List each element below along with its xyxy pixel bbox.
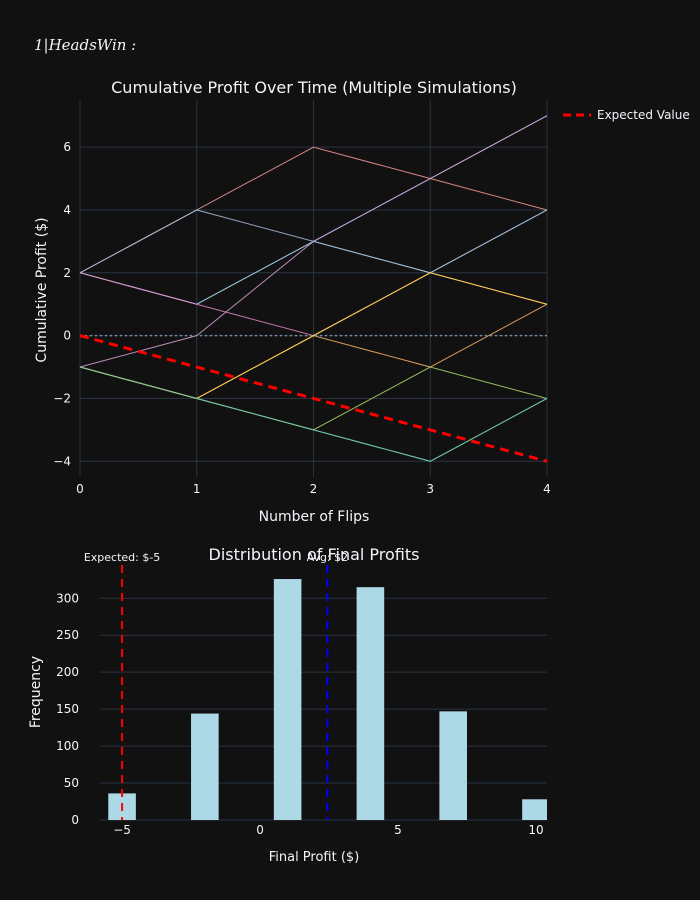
chart2-x-tick-label: −5: [113, 823, 131, 837]
reference-line-label-2: Avg: $2: [307, 551, 349, 564]
histogram-bar-5: [439, 711, 467, 820]
chart2-bars: [108, 579, 547, 820]
simulation-line-9: [79, 209, 548, 274]
chart1-y-tick-label: 6: [63, 140, 71, 154]
chart1-y-tick-label: −4: [53, 454, 71, 468]
chart1-y-tick-label: 0: [63, 329, 71, 343]
chart2-y-tick-label: 250: [56, 628, 79, 642]
chart2-y-label: Frequency: [28, 656, 44, 728]
chart1-x-label: Number of Flips: [259, 509, 370, 525]
chart2-x-tick-label: 10: [528, 823, 543, 837]
chart1-x-tick-label: 1: [193, 482, 201, 496]
histogram-bar-4: [356, 587, 385, 820]
cumulative-profit-chart: −4 −2 0 2 4 6 0 1 2 3 4 Cumulative Profit Over Ti…: [34, 78, 690, 525]
histogram-bar-2: [191, 713, 219, 820]
chart2-x-tick-label: 0: [256, 823, 264, 837]
chart2-y-tick-label: 50: [64, 776, 79, 790]
chart2-y-tick-label: 300: [56, 591, 79, 605]
chart1-gridlines: [79, 100, 548, 477]
chart1-series: [79, 115, 548, 463]
chart1-title: Cumulative Profit Over Time (Multiple Si…: [111, 78, 517, 97]
chart1-y-tick-label: 4: [63, 203, 71, 217]
chart1-x-tick-label: 2: [310, 482, 318, 496]
final-profit-histogram: Expected: $-5 Avg: $2 050100150200250300 …: [28, 545, 547, 865]
chart2-reference-lines: Expected: $-5 Avg: $2: [84, 551, 348, 820]
chart1-x-tick-label: 3: [426, 482, 434, 496]
chart2-title: Distribution of Final Profits: [209, 545, 420, 564]
chart2-y-tick-label: 0: [71, 813, 79, 827]
histogram-bar-6: [522, 799, 547, 820]
histogram-bar-3: [273, 579, 302, 820]
chart2-x-tick-label: 5: [394, 823, 402, 837]
chart2-y-tick-label: 150: [56, 702, 79, 716]
chart2-y-tick-label: 200: [56, 665, 79, 679]
chart2-x-ticks: −5 0 5 10: [113, 823, 543, 837]
chart1-y-tick-label: 2: [63, 266, 71, 280]
legend-label-expected-value: Expected Value: [597, 108, 690, 122]
header-label: 1|HeadsWin :: [34, 36, 137, 54]
chart1-x-tick-label: 4: [543, 482, 551, 496]
chart2-y-tick-label: 100: [56, 739, 79, 753]
chart1-y-label: Cumulative Profit ($): [34, 217, 50, 362]
chart1-x-tick-label: 0: [76, 482, 84, 496]
chart2-x-label: Final Profit ($): [269, 850, 360, 865]
chart1-y-tick-label: −2: [53, 391, 71, 405]
chart1-x-ticks: 0 1 2 3 4: [76, 482, 551, 496]
chart2-gridlines: [100, 597, 547, 821]
reference-line-label-1: Expected: $-5: [84, 551, 161, 564]
chart1-y-ticks: −4 −2 0 2 4 6: [53, 140, 71, 468]
simulation-line-12: [79, 366, 548, 462]
expected-value-line: [79, 334, 548, 463]
chart2-y-ticks: 0 50 100 150 200 250 300: [56, 591, 79, 827]
chart1-legend[interactable]: Expected Value: [563, 108, 690, 122]
